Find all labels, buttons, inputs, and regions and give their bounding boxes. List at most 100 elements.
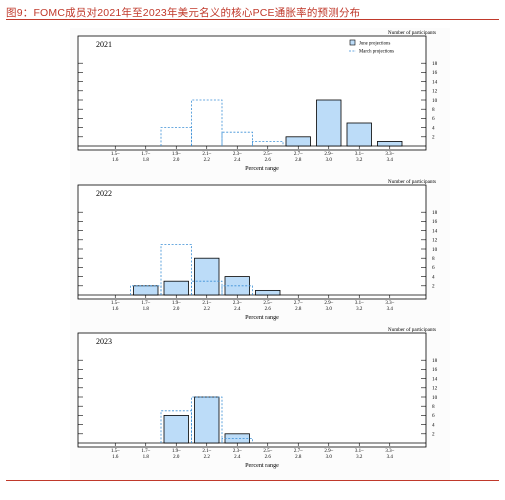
panel-2023-x-tick-label-bottom-4: 2.4: [234, 455, 241, 460]
panel-2021-x-axis-label: Percent range: [245, 165, 279, 172]
panel-2021-march-step-5: [252, 141, 284, 146]
panel-2022-y-tick-label-16: 16: [432, 219, 438, 225]
panel-2021-bar-june-9: [377, 141, 403, 147]
panel-2022-bar-june-2: [163, 280, 189, 296]
panel-2022-x-tick-label-bottom-0: 1.6: [112, 307, 119, 312]
panel-2022-y-tick-label-18: 18: [432, 210, 438, 216]
panel-2023-x-tick-label-bottom-7: 3.0: [326, 455, 333, 460]
panel-2021-y-tick-label-18: 18: [432, 61, 438, 67]
panel-2023-x-tick-label-top-8: 3.1–: [355, 449, 364, 454]
chart-figure: Number of participants 2021 2 4 6 8 10 12 14 16 18…: [70, 28, 450, 480]
panel-2021-y-tick-label-16: 16: [432, 70, 438, 76]
panel-2021-x-tick-label-bottom-6: 2.8: [295, 158, 302, 163]
panel-2023-bar-june-2: [163, 414, 189, 444]
panel-2021-bar-june-7: [316, 99, 342, 147]
panel-2023-y-tick-label-8: 8: [432, 404, 435, 410]
panel-2023-march-step-2: [160, 410, 192, 443]
panel-2023-y-tick-label-18: 18: [432, 358, 438, 364]
panel-2023-frame: [77, 332, 427, 448]
panel-2023-x-tick-label-top-4: 2.3–: [233, 449, 242, 454]
panel-2022-x-tick-label-bottom-6: 2.8: [295, 307, 302, 312]
panel-2021-y-tick-label-14: 14: [432, 79, 438, 85]
panel-2021-x-tick-label-bottom-7: 3.0: [326, 158, 333, 163]
panel-2023-y-tick-label-16: 16: [432, 367, 438, 373]
panel-2021-title: 2021: [96, 40, 112, 49]
panel-2022-y-tick-label-4: 4: [432, 274, 435, 280]
panel-2023-y-tick-label-14: 14: [432, 376, 438, 382]
panel-2021-x-tick-label-top-0: 1.5–: [111, 152, 120, 157]
panel-2021-x-tick-label-bottom-4: 2.4: [234, 158, 241, 163]
panel-2021-x-tick-label-top-7: 2.9–: [324, 152, 333, 157]
panel-2021-x-tick-label-top-1: 1.7–: [141, 152, 150, 157]
panel-2023-x-tick-label-bottom-2: 2.0: [173, 455, 180, 460]
footer-rule: [6, 480, 499, 481]
panel-2023-march-step-3: [191, 396, 223, 443]
panel-2023-y-axis-label: Number of participants: [388, 326, 436, 333]
panel-2023-x-tick-label-bottom-8: 3.2: [356, 455, 363, 460]
panel-2022-x-tick-label-bottom-3: 2.2: [204, 307, 211, 312]
panel-2022-march-step-3: [191, 280, 223, 295]
panel-2021-y-tick-label-2: 2: [432, 135, 435, 141]
panel-2022-x-tick-label-top-4: 2.3–: [233, 301, 242, 306]
panel-2023-x-tick-label-bottom-5: 2.6: [265, 455, 272, 460]
panel-2022-x-tick-label-bottom-2: 2.0: [173, 307, 180, 312]
panel-2021-y-tick-label-10: 10: [432, 98, 438, 104]
chart-svg: Number of participants 2021 2 4 6 8 10 12 14 16 18…: [77, 29, 438, 469]
panel-2022-bar-june-3: [194, 257, 220, 296]
panel-2023-title: 2023: [96, 337, 112, 346]
panel-2021-bar-june-6: [285, 136, 311, 147]
panel-2023-y-tick-label-10: 10: [432, 395, 438, 401]
panel-2022-y-axis-label: Number of participants: [388, 178, 436, 185]
panel-2022-x-tick-label-bottom-8: 3.2: [356, 307, 363, 312]
panel-2021-x-tick-label-bottom-0: 1.6: [112, 158, 119, 163]
panel-2022-frame: [77, 184, 427, 300]
panel-2023-x-tick-label-top-6: 2.7–: [294, 449, 303, 454]
panel-2021-march-step-3: [191, 99, 223, 146]
panel-2021-march-step-4: [221, 131, 253, 146]
panel-2022-x-tick-label-top-0: 1.5–: [111, 301, 120, 306]
panel-2021-x-tick-label-bottom-8: 3.2: [356, 158, 363, 163]
panel-2023-x-tick-label-top-0: 1.5–: [111, 449, 120, 454]
panel-2021-x-tick-label-top-5: 2.5–: [263, 152, 272, 157]
panel-2021-x-tick-label-top-9: 3.3–: [385, 152, 394, 157]
panel-2023-march-step-4: [221, 438, 253, 443]
panel-2021-legend-june-swatch: [349, 39, 356, 46]
panel-2021-bar-june-8: [346, 122, 372, 147]
panel-2021-x-tick-label-bottom-9: 3.4: [387, 158, 394, 163]
panel-2022-x-tick-label-bottom-9: 3.4: [387, 307, 394, 312]
panel-2022-x-tick-label-top-9: 3.3–: [385, 301, 394, 306]
panel-2022-y-tick-label-14: 14: [432, 228, 438, 234]
panel-2021-x-tick-label-bottom-2: 2.0: [173, 158, 180, 163]
panel-2021-x-tick-label-top-2: 1.9–: [172, 152, 181, 157]
panel-2021-x-tick-label-bottom-5: 2.6: [265, 158, 272, 163]
panel-2022-y-tick-label-10: 10: [432, 247, 438, 253]
panel-2022-x-tick-label-top-1: 1.7–: [141, 301, 150, 306]
panel-2023-x-tick-label-bottom-0: 1.6: [112, 455, 119, 460]
panel-2022-y-tick-label-2: 2: [432, 284, 435, 290]
panel-2023-x-tick-label-bottom-1: 1.8: [143, 455, 150, 460]
panel-2023-x-tick-label-top-5: 2.5–: [263, 449, 272, 454]
panel-2022-march-step-2: [160, 244, 192, 295]
panel-2022-x-tick-label-top-5: 2.5–: [263, 301, 272, 306]
panel-2021-y-tick-label-12: 12: [432, 89, 438, 95]
panel-2022-x-tick-label-top-6: 2.7–: [294, 301, 303, 306]
panel-2023-y-tick-label-4: 4: [432, 422, 435, 428]
panel-2022-x-axis-label: Percent range: [245, 314, 279, 321]
panel-2022-x-tick-label-top-3: 2.1–: [202, 301, 211, 306]
panel-2023-y-tick-label-6: 6: [432, 413, 435, 419]
panel-2023-x-axis-label: Percent range: [245, 462, 279, 469]
panel-2022-y-tick-label-8: 8: [432, 256, 435, 262]
panel-2021-legend-june-label: June projections: [359, 42, 390, 47]
panel-2021-x-tick-label-bottom-1: 1.8: [143, 158, 150, 163]
panel-2021-y-tick-label-8: 8: [432, 107, 435, 113]
panel-2022-march-step-4: [221, 285, 253, 295]
panel-2022-x-tick-label-top-7: 2.9–: [324, 301, 333, 306]
panel-2021-x-tick-label-top-6: 2.7–: [294, 152, 303, 157]
panel-2023-x-tick-label-bottom-3: 2.2: [204, 455, 211, 460]
panel-2023-x-tick-label-top-9: 3.3–: [385, 449, 394, 454]
panel-2021-y-axis-label: Number of participants: [388, 29, 436, 36]
panel-2021-x-tick-label-top-3: 2.1–: [202, 152, 211, 157]
panel-2022-title: 2022: [96, 189, 112, 198]
panel-2022-x-tick-label-bottom-4: 2.4: [234, 307, 241, 312]
panel-2022-y-tick-label-12: 12: [432, 238, 438, 244]
